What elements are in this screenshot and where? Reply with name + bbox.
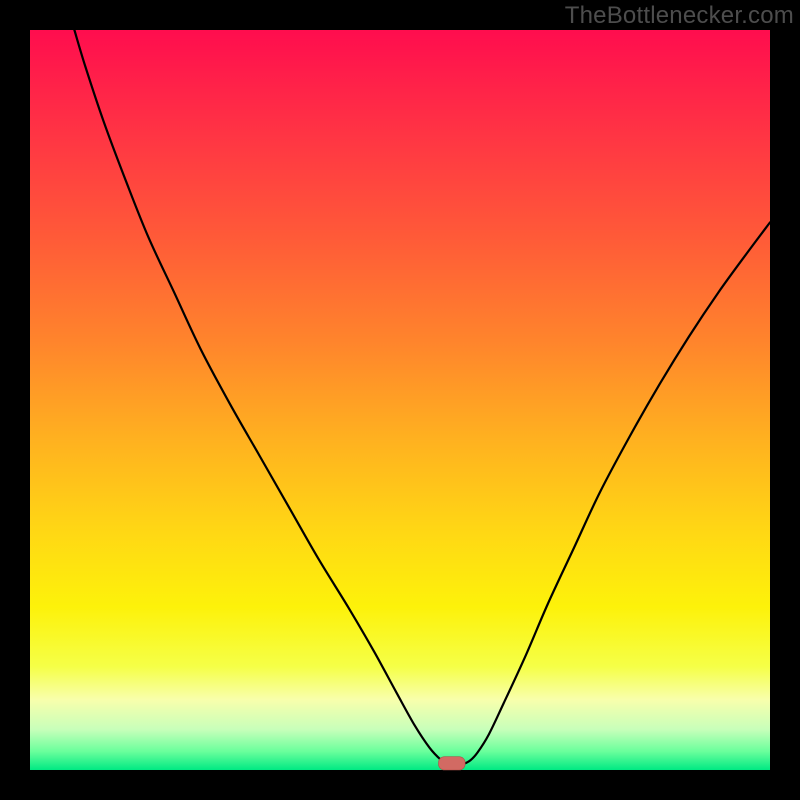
bottom-border-band <box>0 788 800 800</box>
watermark-text: TheBottlenecker.com <box>565 2 794 30</box>
plot-gradient-background <box>30 30 770 770</box>
optimal-point-marker <box>438 757 465 770</box>
chart-stage: TheBottlenecker.com <box>0 0 800 800</box>
chart-svg <box>0 0 800 800</box>
